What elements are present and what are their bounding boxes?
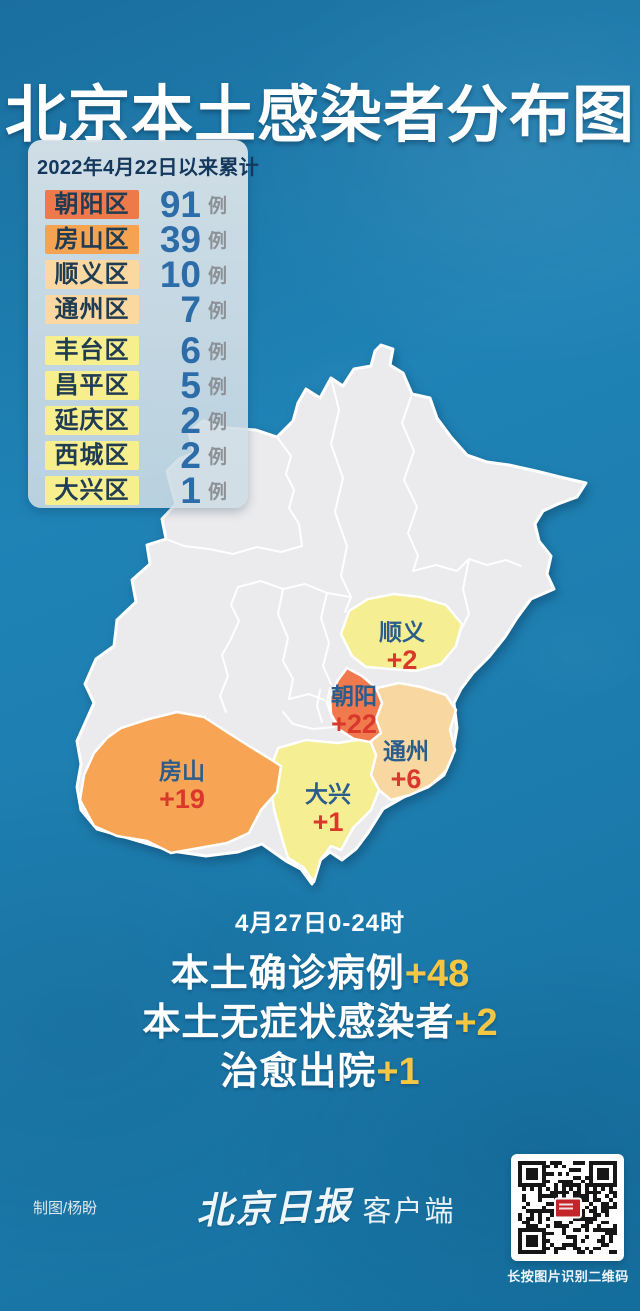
unit-label: 例 bbox=[208, 412, 228, 433]
unit-label: 例 bbox=[208, 266, 228, 287]
credit-text: 制图/杨盼 bbox=[33, 1200, 98, 1217]
district-label: 通州 bbox=[383, 738, 429, 764]
stat-recovered: 治愈出院 +1 bbox=[220, 1040, 419, 1093]
legend-row-daxing: 大兴区 1 例 bbox=[28, 470, 248, 511]
legend-row-xicheng: 西城区 2 例 bbox=[28, 435, 248, 476]
case-count: 2 bbox=[180, 434, 201, 476]
district-label: 朝阳 bbox=[331, 683, 377, 709]
unit-label: 例 bbox=[208, 196, 228, 217]
district-label: 房山 bbox=[159, 758, 205, 784]
district-delta: +2 bbox=[386, 645, 418, 676]
qr-pattern bbox=[518, 1161, 617, 1254]
qr-caption: 长按图片识别二维码 bbox=[507, 1269, 629, 1284]
district-shunyi bbox=[339, 592, 464, 673]
case-count: 2 bbox=[180, 399, 201, 441]
district-label: 大兴 bbox=[305, 781, 351, 807]
district-name-badge: 房山区 bbox=[45, 225, 139, 254]
legend-row-fengtai: 丰台区 6 例 bbox=[28, 330, 248, 371]
district-name-badge: 延庆区 bbox=[45, 406, 139, 435]
case-count: 5 bbox=[180, 364, 201, 406]
legend-row-fangshan: 房山区 39 例 bbox=[28, 219, 248, 260]
map-label-fangshan: 房山 +19 bbox=[134, 758, 230, 815]
cumulative-legend-panel: 2022年4月22日以来累计 朝阳区 91 例 房山区 39 例 顺义区 10 … bbox=[28, 140, 260, 511]
stat-label: 本土无症状感染者 bbox=[142, 1002, 455, 1044]
case-count: 1 bbox=[180, 469, 201, 511]
legend-row-chaoyang: 朝阳区 91 例 bbox=[28, 184, 248, 225]
district-chaoyang bbox=[328, 666, 384, 744]
stat-label: 治愈出院 bbox=[220, 1051, 377, 1093]
district-name-badge: 西城区 bbox=[45, 441, 139, 470]
legend-row-changping: 昌平区 5 例 bbox=[28, 365, 248, 406]
stat-label: 本土确诊病例 bbox=[170, 953, 405, 995]
district-name-badge: 大兴区 bbox=[45, 476, 139, 505]
district-fangshan bbox=[78, 710, 283, 855]
map-label-shunyi: 顺义 +2 bbox=[354, 619, 450, 676]
district-name-badge: 昌平区 bbox=[45, 371, 139, 400]
colored-districts bbox=[78, 592, 464, 884]
case-count: 10 bbox=[159, 253, 201, 295]
brand-calligraphy: 北京日报 bbox=[195, 1183, 354, 1233]
case-count: 6 bbox=[180, 329, 201, 371]
case-count: 39 bbox=[159, 218, 201, 260]
brand-suffix: 客户端 bbox=[362, 1196, 456, 1228]
district-name-badge: 通州区 bbox=[45, 295, 139, 324]
map-label-chaoyang: 朝阳 +22 bbox=[306, 683, 402, 740]
beijing-daily-logo: 北京日报 客户端 bbox=[6, 1178, 640, 1232]
district-name-badge: 朝阳区 bbox=[45, 190, 139, 219]
stat-confirmed: 本土确诊病例 +48 bbox=[171, 942, 469, 995]
unit-label: 例 bbox=[208, 301, 228, 322]
district-label: 顺义 bbox=[379, 619, 425, 645]
district-borders bbox=[165, 377, 522, 730]
district-delta: +1 bbox=[312, 807, 344, 838]
legend-row-yanqing: 延庆区 2 例 bbox=[28, 400, 248, 441]
unit-label: 例 bbox=[208, 482, 228, 503]
stat-delta: +2 bbox=[454, 1002, 498, 1044]
unit-label: 例 bbox=[208, 447, 228, 468]
stat-asymptomatic: 本土无症状感染者 +2 bbox=[142, 991, 497, 1044]
map-label-tongzhou: 通州 +6 bbox=[358, 738, 454, 795]
page-title: 北京本土感染者分布图 bbox=[4, 80, 635, 150]
qr-code[interactable] bbox=[511, 1154, 624, 1261]
daily-date-line: 4月27日0-24时 bbox=[234, 910, 406, 937]
qr-center-logo bbox=[553, 1197, 582, 1218]
case-count: 7 bbox=[180, 288, 201, 330]
unit-label: 例 bbox=[208, 231, 228, 252]
unit-label: 例 bbox=[208, 342, 228, 363]
district-name-badge: 顺义区 bbox=[45, 260, 139, 289]
legend-row-shunyi: 顺义区 10 例 bbox=[28, 254, 248, 295]
district-delta: +6 bbox=[390, 764, 422, 795]
district-delta: +22 bbox=[331, 709, 377, 740]
legend-row-tongzhou: 通州区 7 例 bbox=[28, 289, 248, 330]
district-delta: +19 bbox=[159, 784, 205, 815]
legend-header: 2022年4月22日以来累计 bbox=[37, 157, 260, 179]
stat-delta: +1 bbox=[376, 1051, 420, 1093]
district-name-badge: 丰台区 bbox=[45, 336, 139, 365]
daily-stats: 本土确诊病例 +48 本土无症状感染者 +2 治愈出院 +1 bbox=[0, 942, 640, 1093]
unit-label: 例 bbox=[208, 377, 228, 398]
case-count: 91 bbox=[159, 183, 201, 225]
stat-delta: +48 bbox=[404, 953, 470, 995]
map-label-daxing: 大兴 +1 bbox=[280, 781, 376, 838]
